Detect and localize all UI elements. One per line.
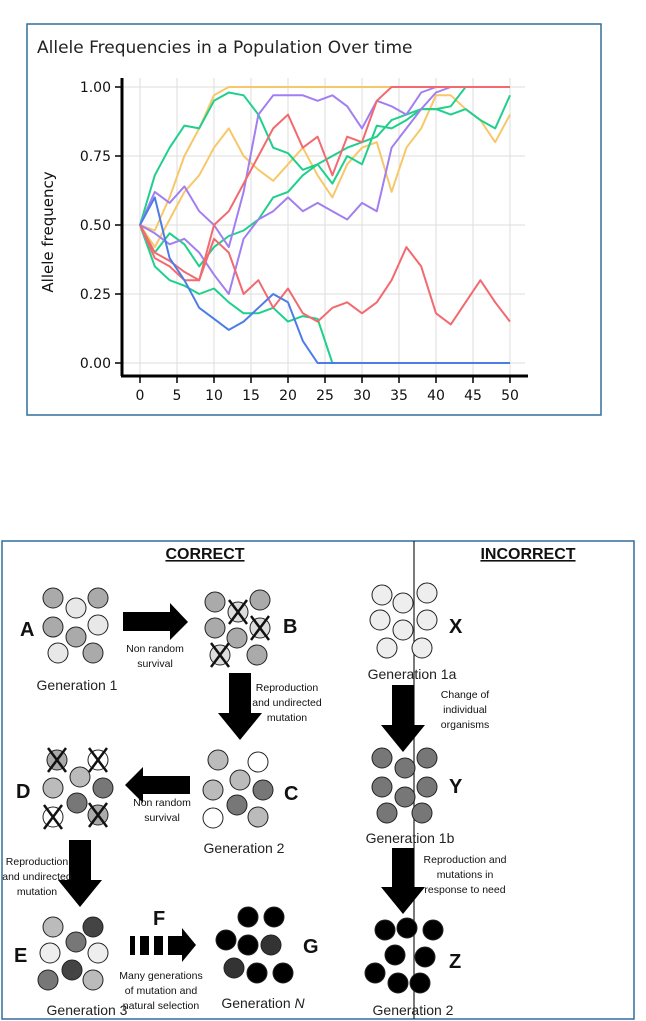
population-d (42, 747, 114, 830)
generation-1b-label: Generation 1b (366, 830, 455, 846)
x-mark-icon (228, 599, 248, 625)
series-line-3 (139, 91, 511, 226)
x-mark-icon (88, 802, 108, 828)
many-generations-text: Many generations of mutation and natural s… (119, 970, 202, 1012)
population-g (215, 906, 294, 984)
population-z (364, 917, 444, 994)
x-tick-label: 30 (353, 388, 371, 404)
x-tick-label: 35 (390, 388, 408, 404)
population-a (42, 587, 109, 664)
correct-heading: CORRECT (165, 546, 244, 563)
x-mark-icon (88, 747, 108, 773)
change-of-individuals-text: Change of individual organisms (441, 689, 490, 731)
y-axis-label: Allele frequency (39, 171, 57, 292)
response-to-need-text: Reproduction and mutations in response to … (424, 854, 507, 896)
y-tick-label: 0.00 (80, 356, 111, 372)
series-line-4 (139, 86, 510, 268)
series-line-9 (139, 224, 511, 326)
arrow-down-icon (381, 685, 425, 752)
reproduction-mutation-1: Reproduction and undirected mutation (252, 682, 322, 724)
population-y (371, 747, 438, 824)
x-tick-label: 20 (279, 388, 297, 404)
label-f: F (153, 908, 165, 930)
generation-2-incorrect-label: Generation 2 (373, 1002, 454, 1018)
label-c: C (284, 783, 298, 805)
y-tick-label: 1.00 (80, 80, 111, 96)
x-tick-label: 0 (136, 388, 145, 404)
y-tick-label: 0.25 (80, 287, 111, 303)
label-g: G (303, 936, 319, 958)
label-z: Z (449, 951, 461, 973)
x-tick-label: 40 (427, 388, 445, 404)
evolution-diagram: CORRECT INCORRECT A Generation 1 Non ran… (1, 540, 635, 1020)
dashed-arrow-icon (130, 928, 196, 962)
arrow-left-icon (125, 767, 190, 803)
x-mark-icon (250, 615, 270, 641)
x-tick-label: 45 (464, 388, 482, 404)
label-d: D (16, 781, 30, 803)
grid (122, 78, 525, 376)
generation-1-label: Generation 1 (37, 677, 118, 693)
y-tick-label: 0.75 (80, 149, 111, 165)
generation-n-label: Generation N (221, 995, 305, 1011)
chart-title: Allele Frequencies in a Population Over … (37, 38, 412, 58)
incorrect-heading: INCORRECT (480, 546, 575, 563)
population-b (204, 589, 271, 668)
x-tick-label: 5 (173, 388, 182, 404)
x-tick-label: 25 (316, 388, 334, 404)
population-c (202, 749, 274, 829)
label-a: A (20, 619, 34, 641)
x-tick-label: 10 (205, 388, 223, 404)
arrow-down-icon (58, 840, 102, 907)
reproduction-mutation-2: Reproduction and undirected mutation (2, 856, 72, 898)
label-x: X (449, 616, 463, 638)
x-tick-labels: 0 5 10 15 20 25 30 35 40 45 50 (136, 376, 519, 404)
generation-2-label: Generation 2 (204, 840, 285, 856)
chart-panel: Allele Frequencies in a Population Over … (26, 23, 602, 416)
non-random-survival-2: Non random survival (133, 797, 191, 824)
x-mark-icon (47, 747, 67, 773)
series-lines (139, 86, 511, 364)
x-mark-icon (210, 642, 230, 668)
arrow-down-icon (218, 673, 262, 740)
label-b: B (283, 616, 297, 638)
generation-1a-label: Generation 1a (368, 666, 457, 682)
series-line-2 (139, 94, 511, 249)
population-x (369, 582, 438, 659)
x-mark-icon (43, 804, 63, 830)
y-tick-labels: 0.00 0.25 0.50 0.75 1.00 (80, 80, 122, 372)
label-e: E (14, 945, 27, 967)
label-y: Y (449, 776, 463, 798)
x-tick-label: 50 (501, 388, 519, 404)
non-random-survival-1: Non random survival (126, 643, 184, 670)
population-e (37, 916, 109, 991)
arrow-down-icon (381, 848, 425, 914)
series-line-10 (139, 196, 510, 364)
y-tick-label: 0.50 (80, 218, 111, 234)
generation-3-label: Generation 3 (47, 1002, 128, 1018)
arrow-right-icon (123, 603, 188, 640)
x-tick-label: 15 (242, 388, 260, 404)
